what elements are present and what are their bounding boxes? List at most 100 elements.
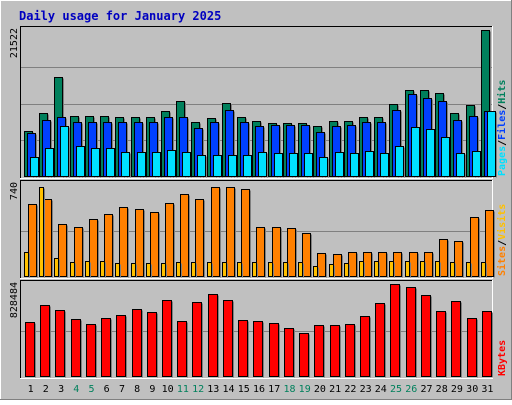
bar-pages-day-24 xyxy=(380,153,390,178)
bar-sites-day-29-fill xyxy=(454,241,463,277)
bar-kbytes-day-30 xyxy=(467,318,478,378)
bar-kbytes-day-2-fill xyxy=(40,305,50,377)
x-tick-label-2: 2 xyxy=(43,384,49,395)
bar-pages-day-14-fill xyxy=(228,155,237,177)
bar-sites-day-28 xyxy=(439,239,449,278)
legend-entry: / xyxy=(497,140,508,146)
bar-kbytes-day-18-fill xyxy=(284,328,294,377)
x-tick-label-29: 29 xyxy=(451,384,463,395)
bar-sites-day-1-fill xyxy=(28,204,37,277)
bar-pages-day-21-fill xyxy=(335,152,344,177)
bar-pages-day-18 xyxy=(289,153,299,178)
bar-sites-day-5-fill xyxy=(89,219,98,277)
bar-sites-day-12 xyxy=(195,199,205,278)
bar-kbytes-day-21-fill xyxy=(330,325,340,377)
bar-sites-day-31 xyxy=(485,210,495,278)
panel-kbytes-legend: KBytes xyxy=(497,340,508,376)
bar-visits-day-20-fill xyxy=(313,266,318,277)
bar-pages-day-1-fill xyxy=(30,157,39,177)
bar-kbytes-day-17-fill xyxy=(269,323,279,377)
bar-kbytes-day-30-fill xyxy=(467,318,477,377)
bar-sites-day-8 xyxy=(135,209,145,278)
bar-pages-day-31-fill xyxy=(487,111,496,177)
bar-visits-day-4 xyxy=(70,262,76,278)
bar-visits-day-23-fill xyxy=(359,261,364,277)
bar-pages-day-29 xyxy=(456,153,466,178)
bar-sites-day-3-fill xyxy=(58,224,67,277)
bar-visits-day-3-fill xyxy=(54,258,59,277)
bar-kbytes-day-23 xyxy=(360,316,371,378)
x-tick-label-17: 17 xyxy=(268,384,280,395)
bar-visits-day-8 xyxy=(131,263,137,278)
bar-pages-day-25 xyxy=(395,146,405,178)
bar-visits-day-20 xyxy=(313,266,319,278)
bar-visits-day-19 xyxy=(298,262,304,278)
x-tick-label-19: 19 xyxy=(299,384,311,395)
bar-kbytes-day-5 xyxy=(86,324,97,378)
bar-kbytes-day-16-fill xyxy=(253,321,263,377)
bar-pages-day-15-fill xyxy=(243,155,252,177)
bar-pages-day-4 xyxy=(76,146,86,178)
bar-sites-day-11 xyxy=(180,194,190,278)
bar-kbytes-day-25-fill xyxy=(390,284,400,377)
bar-visits-day-29 xyxy=(450,262,456,278)
bar-pages-day-9-fill xyxy=(152,152,161,177)
bar-visits-day-25 xyxy=(389,261,395,278)
bar-visits-day-8-fill xyxy=(131,263,136,277)
x-tick-label-23: 23 xyxy=(360,384,372,395)
bar-pages-day-23 xyxy=(365,151,375,178)
bar-visits-day-22 xyxy=(344,263,350,278)
bar-kbytes-day-29 xyxy=(451,301,462,378)
bar-pages-day-26-fill xyxy=(411,127,420,177)
bar-kbytes-day-28 xyxy=(436,311,447,378)
bar-visits-day-25-fill xyxy=(389,261,394,277)
bar-pages-day-15 xyxy=(243,155,253,178)
bar-kbytes-day-20 xyxy=(314,325,325,378)
x-tick-label-6: 6 xyxy=(104,384,110,395)
bar-kbytes-day-24-fill xyxy=(375,303,385,377)
bar-kbytes-day-28-fill xyxy=(436,311,446,377)
x-tick-label-9: 9 xyxy=(149,384,155,395)
bar-kbytes-day-31-fill xyxy=(482,311,492,377)
x-tick-label-14: 14 xyxy=(222,384,234,395)
bar-pages-day-7-fill xyxy=(121,152,130,177)
bar-kbytes-day-15 xyxy=(238,320,249,378)
x-tick-label-18: 18 xyxy=(283,384,295,395)
bar-sites-day-1 xyxy=(28,204,38,278)
legend-entry: Files xyxy=(496,110,508,140)
bar-visits-day-11 xyxy=(176,262,182,278)
bar-visits-day-22-fill xyxy=(344,263,349,277)
bar-kbytes-day-14 xyxy=(223,300,234,378)
bar-pages-day-22 xyxy=(350,153,360,178)
x-tick-label-16: 16 xyxy=(253,384,265,395)
x-tick-label-27: 27 xyxy=(420,384,432,395)
bar-sites-day-18 xyxy=(287,228,297,278)
bar-sites-day-3 xyxy=(58,224,68,278)
bar-kbytes-day-1-fill xyxy=(25,322,35,377)
x-tick-label-20: 20 xyxy=(314,384,326,395)
bar-sites-day-4-fill xyxy=(74,227,83,277)
bar-pages-day-31 xyxy=(487,111,497,178)
bar-pages-day-9 xyxy=(152,152,162,178)
x-tick-label-12: 12 xyxy=(192,384,204,395)
bar-pages-day-23-fill xyxy=(365,151,374,177)
bar-kbytes-day-16 xyxy=(253,321,264,378)
bar-sites-day-18-fill xyxy=(287,228,296,277)
x-tick-label-5: 5 xyxy=(88,384,94,395)
bar-pages-day-28-fill xyxy=(441,137,450,177)
bar-pages-day-17 xyxy=(274,153,284,178)
bar-kbytes-day-14-fill xyxy=(223,300,233,377)
bar-visits-day-6-fill xyxy=(100,261,105,277)
bar-sites-day-15-fill xyxy=(241,189,250,277)
bar-kbytes-day-15-fill xyxy=(238,320,248,377)
bar-visits-day-14 xyxy=(222,262,228,278)
bar-sites-day-5 xyxy=(89,219,99,278)
bar-visits-day-5 xyxy=(85,261,91,278)
bar-kbytes-day-10-fill xyxy=(162,300,172,377)
bar-pages-day-3 xyxy=(60,126,70,178)
bar-pages-day-20-fill xyxy=(319,157,328,177)
panel-visits: 740 Sites/Visits xyxy=(9,180,508,279)
bar-kbytes-day-5-fill xyxy=(86,324,96,377)
bar-visits-day-1 xyxy=(24,252,30,278)
bar-sites-day-16 xyxy=(256,227,266,278)
